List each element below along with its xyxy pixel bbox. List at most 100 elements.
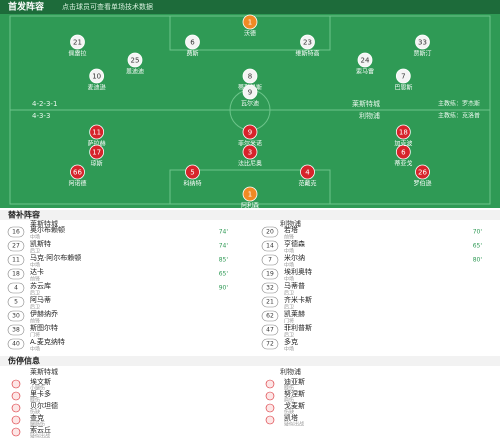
number-badge (7, 240, 25, 252)
player-number: 5 (190, 169, 194, 177)
bench-name[interactable]: 阿马蒂 (30, 295, 51, 304)
number-badge (7, 310, 25, 322)
player-name[interactable]: 贾斯汀 (413, 50, 431, 58)
player-name[interactable]: 菲尔米诺 (238, 140, 262, 148)
bench-position: 后卫 (30, 290, 40, 297)
player-name[interactable]: 科纳特 (183, 180, 201, 188)
player-name[interactable]: 萨拉赫 (88, 140, 106, 148)
player-name[interactable]: 沃德 (244, 30, 256, 38)
injury-reason: 疑似出战 (30, 433, 50, 440)
player-name[interactable]: 费斯 (186, 50, 198, 58)
bench-name[interactable]: 苏云库 (30, 281, 51, 290)
injury-reason: 伤缺 (284, 409, 294, 416)
bench-name[interactable]: 齐米卡斯 (284, 295, 312, 304)
player-name[interactable]: 索马雷 (356, 68, 374, 76)
bench-name[interactable]: 凯莱赫 (284, 309, 305, 318)
player-badge[interactable] (89, 144, 105, 160)
bench-name[interactable]: 埃利奥特 (284, 267, 312, 276)
bench-position: 中场 (30, 234, 40, 241)
player-badge[interactable] (242, 124, 258, 140)
injury-team: 利物浦 (280, 367, 301, 376)
injury-reason: 肩伤 (284, 397, 294, 404)
number-badge (261, 268, 279, 280)
player-badge[interactable] (242, 84, 258, 100)
player-name[interactable]: 法比尼奥 (238, 160, 262, 168)
bench-number: 72 (266, 341, 274, 348)
player-number: 21 (73, 39, 82, 47)
player-number: 23 (303, 39, 312, 47)
player-badge[interactable] (185, 34, 200, 50)
player-badge[interactable] (89, 68, 105, 84)
injury-reason: 膝伤 (284, 385, 294, 392)
player-badge[interactable] (242, 186, 258, 202)
injuries-title: 伤停信息 (7, 356, 40, 366)
header-subtitle: 点击球员可查看单场技术数据 (62, 2, 153, 11)
sub-time: 70' (473, 229, 483, 236)
number-badge (261, 226, 279, 238)
bench-name[interactable]: 达卡 (30, 267, 44, 276)
player-name[interactable]: 佩雷拉 (68, 50, 86, 58)
bench-name[interactable]: 伊赫纳乔 (30, 309, 58, 318)
bench-name[interactable]: 米尔纳 (284, 253, 305, 262)
player-badge[interactable] (395, 144, 411, 160)
bench-name[interactable]: 马蒂普 (284, 281, 305, 290)
player-number: 6 (401, 149, 406, 157)
player-badge[interactable] (70, 34, 85, 50)
player-badge[interactable] (300, 34, 315, 50)
header-title: 首发阵容 (8, 1, 44, 13)
player-badge[interactable] (70, 164, 85, 180)
bench-name[interactable]: 斯图尔特 (30, 323, 58, 332)
player-badge[interactable] (185, 164, 200, 180)
injury-icon (11, 379, 21, 389)
player-badge[interactable] (242, 144, 258, 160)
bench-position: 后卫 (284, 290, 294, 297)
player-number: 24 (361, 57, 370, 65)
number-badge (261, 240, 279, 252)
bench-name[interactable]: A.麦克纳特 (30, 337, 65, 346)
player-number: 11 (92, 129, 101, 137)
player-name[interactable]: 罗伯逊 (413, 180, 431, 188)
bench-name[interactable]: 多克 (284, 337, 298, 346)
player-name[interactable]: 阿诺德 (68, 180, 86, 188)
bench-position: 前锋 (284, 234, 294, 241)
player-name[interactable]: 范戴克 (298, 180, 316, 188)
injury-name: 埃文斯 (30, 377, 51, 386)
player-badge[interactable] (415, 34, 430, 50)
formation: 4-3-3 (32, 112, 50, 120)
bench-name[interactable]: 菲利普斯 (284, 323, 312, 332)
player-badge[interactable] (242, 14, 258, 30)
player-name[interactable]: 蒂亚戈 (394, 160, 412, 168)
number-badge (261, 338, 279, 350)
bench-position: 门将 (30, 332, 40, 339)
player-badge[interactable] (415, 164, 430, 180)
player-name[interactable]: 恩迪迪 (126, 68, 144, 76)
number-badge (261, 282, 279, 294)
bench-position: 中场 (284, 262, 294, 269)
player-name[interactable]: 巴恩斯 (394, 84, 412, 92)
player-name[interactable]: 麦迪逊 (88, 84, 106, 92)
player-badge[interactable] (242, 68, 258, 84)
bench-name[interactable]: 若塔 (284, 225, 298, 234)
player-badge[interactable] (395, 124, 411, 140)
player-name[interactable]: 加克波 (394, 140, 412, 148)
bench-name[interactable]: 马克·阿尔布赖顿 (30, 253, 81, 262)
injury-name: 索云丘 (30, 425, 51, 434)
player-badge[interactable] (300, 164, 315, 180)
bench-name[interactable]: 凯斯特 (30, 239, 51, 248)
player-name[interactable]: 阿利森 (241, 202, 259, 210)
player-number: 9 (248, 129, 252, 137)
injury-icon (265, 415, 275, 425)
player-badge[interactable] (89, 124, 105, 140)
bench-name[interactable]: 奥尔布赖顿 (30, 225, 65, 234)
player-badge[interactable] (127, 52, 143, 68)
bench-name[interactable]: 亨德森 (284, 239, 305, 248)
player-badge[interactable] (357, 52, 373, 68)
bench-number: 32 (266, 285, 274, 292)
player-badge[interactable] (395, 68, 411, 84)
player-name[interactable]: 维斯特高 (295, 50, 319, 58)
bench-position: 中场 (30, 346, 40, 353)
player-name[interactable]: 瓦尔迪 (241, 100, 259, 108)
number-badge (261, 296, 279, 308)
player-number: 25 (131, 57, 140, 65)
player-name[interactable]: 琼斯 (91, 160, 103, 168)
